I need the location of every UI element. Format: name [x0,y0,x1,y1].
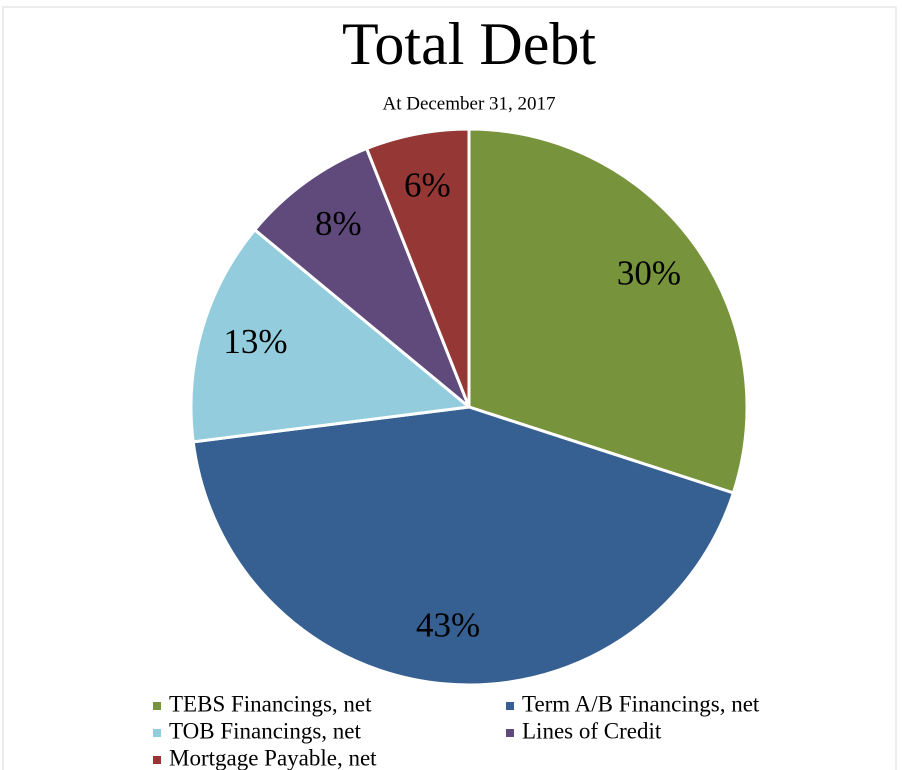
legend-label: Mortgage Payable, net [169,745,377,770]
pie-slice [364,127,471,408]
pie-slice [252,146,471,409]
data-label: 8% [315,204,362,243]
data-label: 43% [416,605,480,644]
pie-slice [189,227,473,444]
legend-label: Term A/B Financings, net [522,691,760,716]
data-label: 30% [617,253,681,292]
legend-label: TOB Financings, net [169,718,361,743]
pie-slice [191,405,736,687]
data-label: 13% [223,322,287,361]
chart-frame [2,6,897,770]
legend-swatch [506,729,514,737]
legend-swatch [506,702,514,710]
pie-slice [467,127,749,495]
data-label: 6% [404,166,451,205]
legend-swatch [153,756,161,764]
legend-swatch [153,702,161,710]
chart-subtitle: At December 31, 2017 [382,93,555,114]
legend-label: Lines of Credit [522,718,662,743]
chart-title: Total Debt [342,11,596,77]
legend-swatch [153,729,161,737]
legend-label: TEBS Financings, net [169,691,372,716]
